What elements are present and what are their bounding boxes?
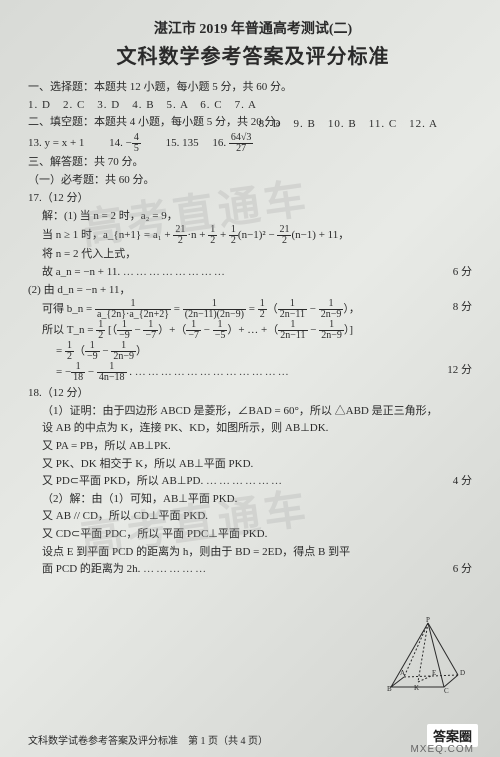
p17-l6e: − [201, 324, 213, 336]
svg-text:C: C [444, 687, 449, 695]
p17-l5b: = [171, 303, 183, 315]
dots: ……………… [206, 475, 284, 487]
q14-pre: 14. − [109, 137, 132, 149]
section-3-sub: （一）必考题：共 60 分。 [28, 172, 478, 189]
p17-l6f: ）+ … +（ [227, 324, 278, 336]
svg-text:D: D [460, 669, 465, 677]
p18-l10: 面 PCD 的距离为 2h. …………… 6 分 [42, 561, 478, 579]
p17-l6d: ）+（ [158, 324, 186, 336]
p18-l5: 又 PD⊂平面 PKD，所以 AB⊥PD. ……………… 4 分 [42, 473, 478, 491]
p17-l5d: （ [267, 303, 278, 315]
p17-l7c: − [100, 345, 112, 357]
p18-l7: 又 AB // CD，所以 CD⊥平面 PKD. [42, 508, 478, 526]
dots: …………………… [123, 266, 227, 278]
p17-l2a: 当 n ≥ 1 时，a_{n+1} = a₁ + [42, 230, 173, 242]
p17-l5f: ）， [343, 303, 360, 315]
svg-text:K: K [414, 684, 419, 692]
p18-l3: 又 PA = PB，所以 AB⊥PK. [42, 438, 478, 456]
brand-url: MXEQ.COM [410, 744, 474, 755]
p17-l7b: （ [74, 345, 85, 357]
section-1-title: 一、选择题：本题共 12 小题，每小题 5 分，共 60 分。 [28, 79, 478, 96]
p17-l1: 解：(1) 当 n = 2 时，a₂ = 9， [42, 208, 478, 226]
p17-l3: 故 a_n = −n + 11. …………………… 6 分 [42, 264, 478, 282]
p18-l1: （1）证明：由于四边形 ABCD 是菱形，∠BAD = 60°，所以 △ABD … [42, 403, 478, 421]
p17-l8b: − [85, 366, 97, 378]
pyramid-diagram: P A B C D K E [386, 615, 476, 695]
dots: ……………………………… [135, 366, 291, 378]
q14-frac: 45 [132, 133, 141, 154]
p17-l2d: (n−1)² − [238, 230, 278, 242]
p18-score1: 4 分 [453, 473, 472, 491]
svg-text:B: B [387, 685, 392, 693]
exam-page: 高考直通车 高考直通车 湛江市 2019 年普通高考测试(二) 文科数学参考答案… [0, 0, 500, 757]
svg-text:A: A [400, 669, 405, 677]
p17-l6a: 所以 T_n = [42, 324, 96, 336]
dots: …………… [143, 563, 208, 575]
p17-l6b: [（ [105, 324, 117, 336]
fill-answers: 13. y = x + 1 14. −45 15. 135 16. 64√327 [28, 133, 478, 154]
p18-l2: 设 AB 的中点为 K，连接 PK、KD，如图所示，则 AB⊥DK. [42, 420, 478, 438]
p18-l6: （2）解：由（1）可知，AB⊥平面 PKD. [42, 491, 478, 509]
p18-l4: 又 PK、DK 相交于 K，所以 AB⊥平面 PKD. [42, 456, 478, 474]
p17-l8a: = − [56, 366, 71, 378]
p17-l8c: . [127, 366, 133, 378]
p17-l5a: 可得 b_n = [42, 303, 95, 315]
q16-frac: 64√327 [229, 133, 254, 154]
p17-l2-cont: 将 n = 2 代入上式， [42, 246, 478, 264]
p18-l8: 又 CD⊂平面 PDC，所以 平面 PDC⊥平面 PKD. [42, 526, 478, 544]
p17-l2b: ·n + [187, 230, 208, 242]
p17-l2: 当 n ≥ 1 时，a_{n+1} = a₁ + 212·n + 12 + 12… [42, 225, 478, 246]
footer-text: 文科数学试卷参考答案及评分标准 第 1 页（共 4 页） [28, 732, 268, 747]
p17-l8: = −118 − 14n−18 . ……………………………… 12 分 [56, 362, 478, 383]
p18-l5-text: 又 PD⊂平面 PKD，所以 AB⊥PD. [42, 475, 203, 487]
header-subtitle: 湛江市 2019 年普通高考测试(二) [28, 18, 478, 38]
problem-17-num: 17.（12 分） [28, 190, 478, 208]
header-title: 文科数学参考答案及评分标准 [28, 40, 478, 69]
p17-l5: 可得 b_n = 1a_{2n}·a_{2n+2} = 1(2n−11)(2n−… [42, 299, 478, 320]
q13: 13. y = x + 1 [28, 137, 84, 149]
p17-l7d: ） [136, 345, 147, 357]
p17-l3-text: 故 a_n = −n + 11. [42, 266, 120, 278]
p17-l7a: = [56, 345, 65, 357]
problem-18-num: 18.（12 分） [28, 385, 478, 403]
p18-l9: 设点 E 到平面 PCD 的距离为 h，则由于 BD = 2ED，得点 B 到平 [42, 544, 478, 562]
p17-l5e: − [307, 303, 319, 315]
section-3-title: 三、解答题：共 70 分。 [28, 154, 478, 171]
p17-l4: (2) 由 d_n = −n + 11， [28, 282, 478, 300]
p17-l6h: ）] [344, 324, 353, 336]
p17-score1: 6 分 [453, 264, 472, 282]
p18-score2: 6 分 [453, 561, 472, 579]
p17-score3: 12 分 [447, 362, 472, 379]
p18-l10-text: 面 PCD 的距离为 2h. [42, 563, 140, 575]
mc-answers-row1: 1. D 2. C 3. D 4. B 5. A 6. C 7. A [28, 97, 478, 114]
p17-l2c: + [217, 230, 229, 242]
p17-l6g: − [308, 324, 320, 336]
p17-l6: 所以 T_n = 12 [（1−9 − 1−7）+（1−7 − 1−5）+ … … [42, 320, 478, 341]
svg-text:E: E [432, 669, 436, 677]
q16-pre: 16. [212, 137, 229, 149]
p17-l6c: − [132, 324, 144, 336]
p17-l5c: = [246, 303, 258, 315]
p17-score2: 8 分 [453, 299, 472, 316]
svg-text:P: P [426, 616, 430, 624]
p17-l2e: (n−1) + 11， [291, 230, 349, 242]
p17-l7: = 12（1−9 − 12n−9） [56, 341, 478, 362]
q15: 15. 135 [166, 137, 199, 149]
